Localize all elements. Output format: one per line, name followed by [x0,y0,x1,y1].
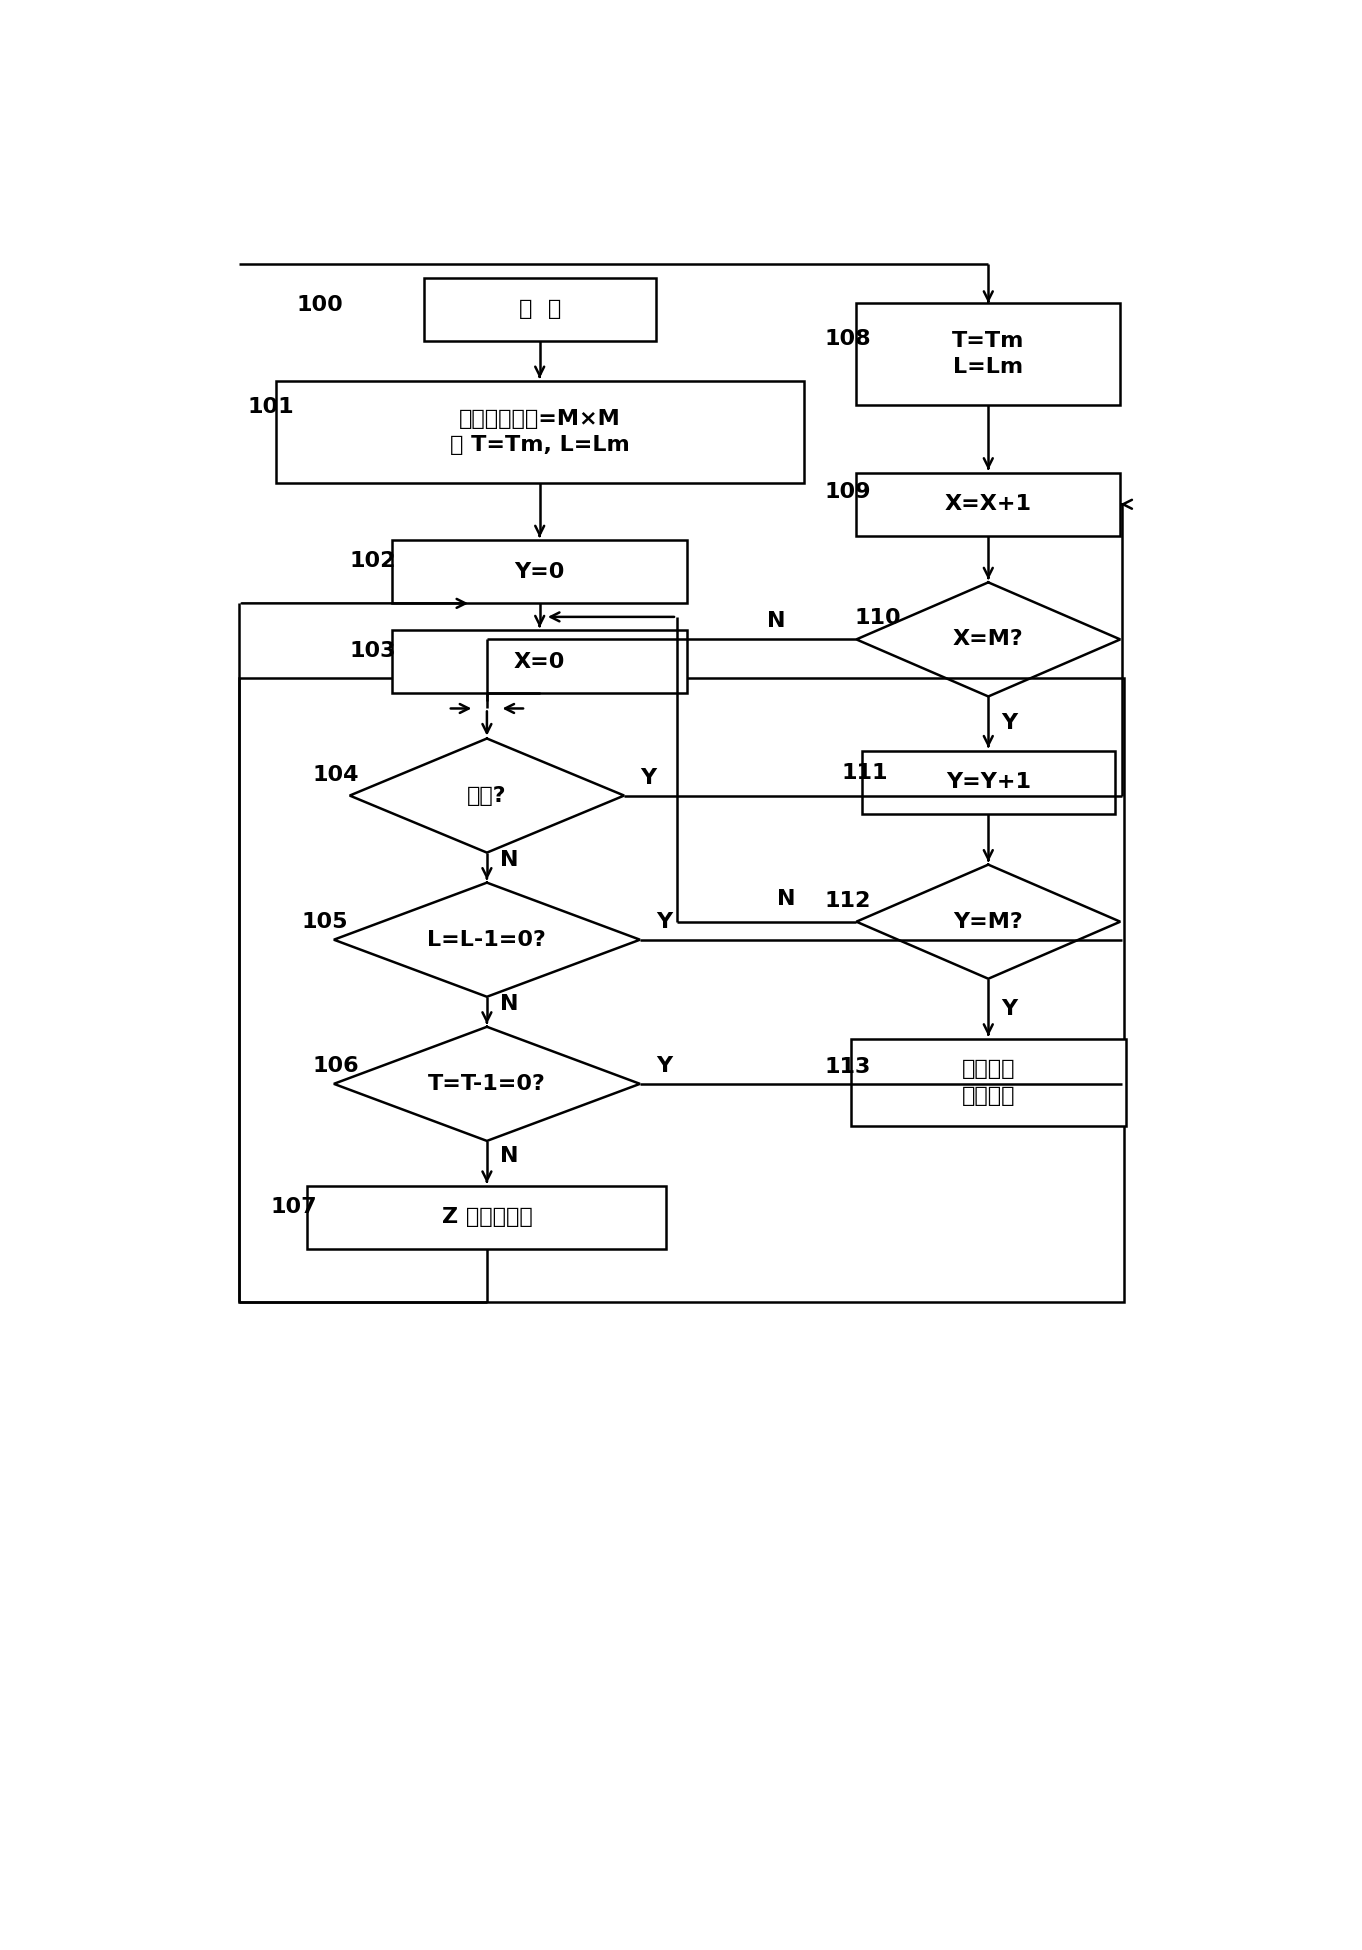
Text: T=Tm
L=Lm: T=Tm L=Lm [952,332,1024,376]
Text: T=T-1=0?: T=T-1=0? [428,1074,546,1094]
Text: 107: 107 [271,1197,317,1217]
Text: N: N [767,612,785,632]
Text: 开  始: 开 始 [519,298,561,320]
Text: Y: Y [1001,998,1017,1018]
Text: Y: Y [655,913,671,932]
FancyBboxPatch shape [275,380,804,484]
FancyBboxPatch shape [392,540,688,603]
Text: Y=Y+1: Y=Y+1 [945,772,1031,792]
FancyBboxPatch shape [392,630,688,694]
Text: Y: Y [655,1055,671,1076]
FancyBboxPatch shape [857,302,1120,406]
Text: 100: 100 [297,294,343,314]
FancyBboxPatch shape [424,277,655,341]
Text: 103: 103 [350,642,396,661]
Text: X=M?: X=M? [953,630,1024,649]
Text: 104: 104 [313,764,360,784]
Text: 102: 102 [350,552,396,571]
Text: Y: Y [1001,714,1017,733]
FancyBboxPatch shape [308,1186,666,1250]
Text: 符合?: 符合? [467,786,507,805]
Text: 111: 111 [842,762,888,784]
FancyBboxPatch shape [851,1039,1125,1125]
Text: 105: 105 [301,913,347,932]
Text: Y: Y [640,768,656,788]
Text: N: N [500,994,518,1014]
Text: 109: 109 [824,482,872,503]
Text: X=0: X=0 [513,651,565,673]
FancyBboxPatch shape [857,472,1120,536]
FancyBboxPatch shape [862,751,1115,813]
Text: 108: 108 [824,330,872,349]
Text: N: N [500,1147,518,1166]
Text: X=X+1: X=X+1 [945,493,1032,515]
Text: 113: 113 [824,1057,872,1076]
Text: Z 轴反馈调节: Z 轴反馈调节 [441,1207,533,1227]
Text: Y=M?: Y=M? [953,913,1023,932]
Text: 110: 110 [854,608,900,628]
Text: Y=0: Y=0 [515,562,565,581]
Text: 112: 112 [824,891,872,911]
Text: N: N [500,850,518,870]
Text: 106: 106 [313,1055,360,1076]
Text: 设定扫描区域=M×M
令 T=Tm, L=Lm: 设定扫描区域=M×M 令 T=Tm, L=Lm [449,410,629,456]
Text: 结束扫描
输出图象: 结束扫描 输出图象 [962,1059,1015,1106]
Text: N: N [778,889,795,909]
Text: 101: 101 [248,396,294,417]
Text: L=L-1=0?: L=L-1=0? [428,930,546,950]
